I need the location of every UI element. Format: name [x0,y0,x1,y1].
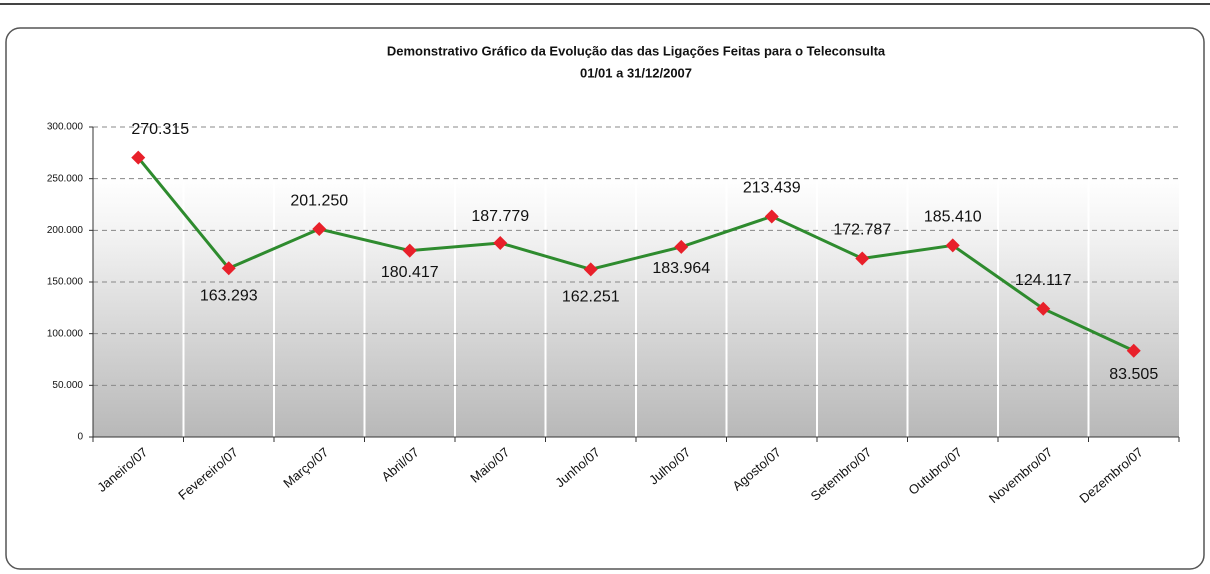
y-tick-label: 200.000 [47,225,84,236]
y-tick-label: 250.000 [47,173,84,184]
value-label: 187.779 [471,208,529,225]
value-label: 185.410 [924,209,982,226]
y-tick-label: 50.000 [52,380,83,391]
chart-title: Demonstrativo Gráfico da Evolução das da… [387,43,886,58]
marker [945,238,960,253]
marker [674,239,689,254]
marker [764,209,779,224]
marker [221,261,236,276]
value-label: 162.251 [562,289,620,306]
y-tick-label: 150.000 [47,277,84,288]
y-tick-label: 0 [77,432,83,443]
value-label: 180.417 [381,264,439,281]
value-label: 201.250 [290,192,348,209]
value-label: 213.439 [743,180,801,197]
value-label: 124.117 [1015,272,1072,289]
marker [1126,343,1141,358]
marker [855,251,870,266]
chart-subtitle: 01/01 a 31/12/2007 [580,65,692,80]
line [137,156,1135,353]
value-label: 270.315 [131,121,189,138]
marker [1036,301,1051,316]
y-tick-label: 300.000 [47,122,84,133]
marker [131,150,146,165]
marker [312,222,327,237]
value-label: 83.505 [1109,366,1158,383]
marker [493,235,508,250]
value-label: 163.293 [200,287,258,304]
marker [402,243,417,258]
value-label: 183.964 [652,260,710,277]
value-label: 172.787 [833,222,891,239]
marker [583,262,598,277]
y-tick-label: 100.000 [47,328,84,339]
